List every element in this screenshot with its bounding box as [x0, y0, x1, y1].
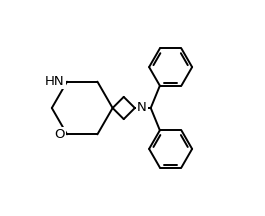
Text: HN: HN: [45, 75, 65, 88]
Text: O: O: [54, 128, 65, 141]
Text: N: N: [137, 102, 147, 114]
